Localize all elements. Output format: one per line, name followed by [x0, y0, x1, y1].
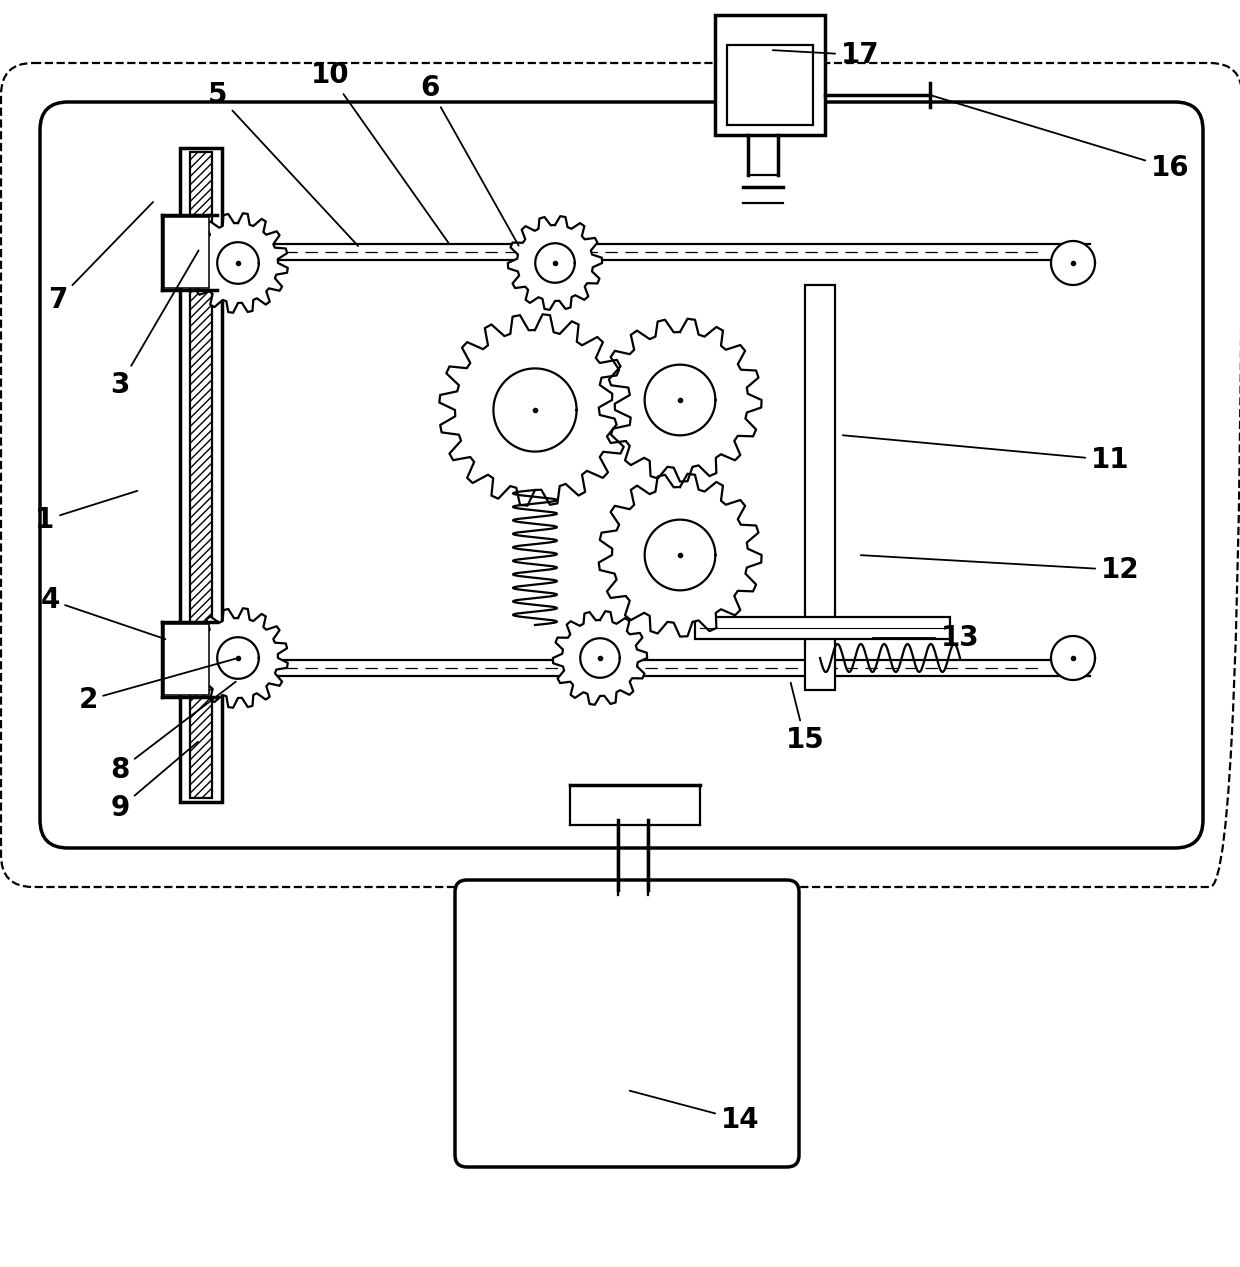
Text: 5: 5	[208, 81, 358, 246]
Text: 15: 15	[786, 683, 825, 754]
Polygon shape	[217, 637, 259, 679]
Text: 4: 4	[41, 587, 165, 639]
Bar	[805, 285, 835, 691]
Bar	[180, 148, 222, 802]
Polygon shape	[439, 314, 631, 506]
Polygon shape	[1052, 241, 1095, 285]
Text: 8: 8	[110, 682, 236, 784]
FancyBboxPatch shape	[40, 103, 1203, 848]
Polygon shape	[599, 474, 761, 636]
Polygon shape	[215, 245, 1090, 260]
Bar	[727, 46, 813, 125]
Text: 13: 13	[873, 625, 980, 653]
Text: 14: 14	[630, 1091, 759, 1134]
Polygon shape	[217, 242, 259, 284]
Text: 10: 10	[311, 61, 449, 243]
Text: 1: 1	[36, 490, 138, 533]
Text: 17: 17	[773, 41, 879, 68]
Polygon shape	[1052, 636, 1095, 680]
Text: 12: 12	[861, 555, 1140, 584]
Text: 7: 7	[48, 201, 153, 314]
Polygon shape	[494, 369, 577, 451]
Text: 3: 3	[110, 251, 198, 399]
Polygon shape	[188, 608, 288, 708]
Text: 16: 16	[932, 96, 1189, 182]
Text: 11: 11	[843, 436, 1130, 474]
Bar	[694, 617, 950, 639]
Bar	[715, 15, 825, 136]
Polygon shape	[645, 519, 715, 590]
Polygon shape	[508, 217, 603, 310]
Polygon shape	[580, 639, 620, 678]
Polygon shape	[536, 243, 575, 283]
Polygon shape	[599, 319, 761, 481]
Polygon shape	[215, 660, 1090, 677]
Polygon shape	[553, 611, 647, 704]
Text: 2: 2	[78, 659, 236, 715]
Polygon shape	[645, 365, 715, 436]
Bar	[190, 152, 212, 798]
FancyBboxPatch shape	[455, 881, 799, 1167]
Polygon shape	[188, 213, 288, 313]
Text: 9: 9	[110, 741, 198, 822]
Bar	[164, 217, 210, 288]
Bar	[164, 625, 210, 696]
Text: 6: 6	[420, 73, 518, 246]
